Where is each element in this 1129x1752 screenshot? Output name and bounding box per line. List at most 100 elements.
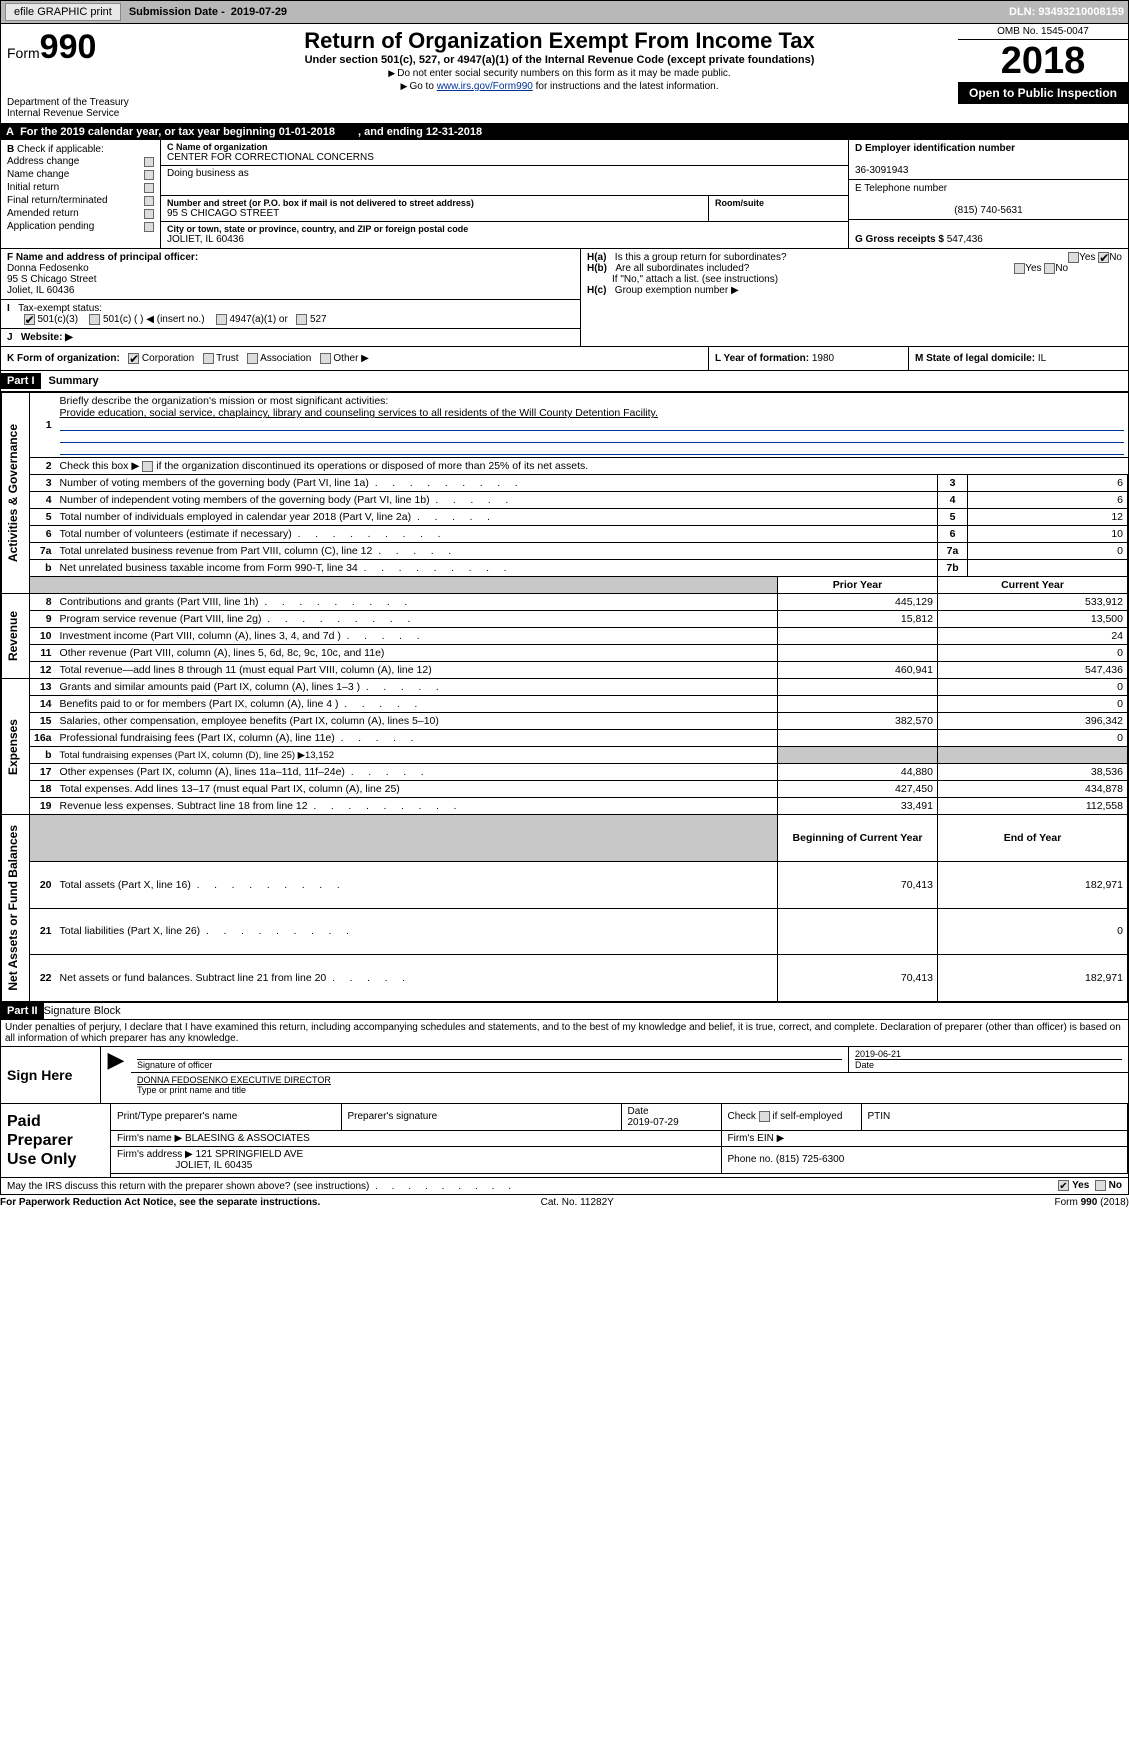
gross-label: G Gross receipts $	[855, 234, 947, 245]
officer-label: F Name and address of principal officer:	[7, 252, 198, 263]
paid-preparer-label: Paid Preparer Use Only	[1, 1104, 111, 1178]
checkbox-icon[interactable]	[144, 170, 154, 180]
q11: Other revenue (Part VIII, column (A), li…	[56, 645, 778, 662]
website-label: Website: ▶	[21, 332, 73, 343]
p10	[778, 628, 938, 645]
sign-date: 2019-06-21	[855, 1049, 901, 1059]
p20: 70,413	[778, 861, 938, 908]
opt-trust: Trust	[216, 353, 238, 364]
checkbox-hb-no[interactable]	[1044, 263, 1055, 274]
checkbox-icon[interactable]	[144, 222, 154, 232]
q21: Total liabilities (Part X, line 26)	[56, 908, 778, 955]
q2: Check this box ▶ if the organization dis…	[60, 460, 589, 472]
c14: 0	[938, 696, 1128, 713]
checkbox-other[interactable]	[320, 353, 331, 364]
irs-link[interactable]: www.irs.gov/Form990	[437, 81, 533, 92]
submission-date-label: Submission Date -	[129, 6, 225, 18]
chk-pending: Application pending	[7, 221, 94, 232]
officer-street: 95 S Chicago Street	[7, 274, 97, 285]
p22: 70,413	[778, 955, 938, 1002]
org-name-label: C Name of organization	[167, 142, 842, 152]
ptin-label: PTIN	[861, 1104, 1128, 1131]
checkbox-501c[interactable]	[89, 314, 100, 325]
street: 95 S CHICAGO STREET	[167, 208, 702, 219]
v7a: 0	[968, 543, 1128, 560]
footer-mid: Cat. No. 11282Y	[541, 1197, 614, 1208]
q9: Program service revenue (Part VIII, line…	[56, 611, 778, 628]
hc-label: Group exemption number ▶	[615, 285, 739, 296]
p19: 33,491	[778, 798, 938, 815]
prep-print-label: Print/Type preparer's name	[111, 1104, 341, 1131]
checkbox-icon[interactable]	[144, 157, 154, 167]
c22: 182,971	[938, 955, 1128, 1002]
firm-name-label: Firm's name ▶	[117, 1133, 182, 1144]
dba-label: Doing business as	[167, 168, 842, 179]
checkbox-ha-yes[interactable]	[1068, 252, 1079, 263]
prep-date-label: Date	[628, 1106, 649, 1117]
checkbox-501c3[interactable]	[24, 314, 35, 325]
part2-tag: Part II	[1, 1003, 44, 1019]
part2-title: Signature Block	[44, 1005, 121, 1017]
q22: Net assets or fund balances. Subtract li…	[56, 955, 778, 1002]
checkbox-discuss-yes[interactable]: ✔	[1058, 1180, 1069, 1191]
c11: 0	[938, 645, 1128, 662]
checkbox-self-employed[interactable]	[759, 1111, 770, 1122]
p18: 427,450	[778, 781, 938, 798]
sig-officer-label: Signature of officer	[137, 1059, 842, 1070]
prior-year-hdr: Prior Year	[778, 577, 938, 594]
chk-initial-return: Initial return	[7, 182, 59, 193]
firm-addr2: JOLIET, IL 60435	[175, 1160, 252, 1171]
checkbox-icon[interactable]	[144, 209, 154, 219]
checkbox-icon[interactable]	[144, 196, 154, 206]
prep-date: 2019-07-29	[628, 1117, 679, 1128]
checkbox-icon[interactable]	[144, 183, 154, 193]
q13: Grants and similar amounts paid (Part IX…	[56, 679, 778, 696]
checkbox-corp[interactable]	[128, 353, 139, 364]
summary-table: Activities & Governance 1 Briefly descri…	[1, 392, 1128, 1002]
col-b-header: Check if applicable:	[17, 144, 104, 155]
q6: Total number of volunteers (estimate if …	[56, 526, 938, 543]
firm-addr-label: Firm's address ▶	[117, 1149, 193, 1160]
checkbox-assoc[interactable]	[247, 353, 258, 364]
q5: Total number of individuals employed in …	[56, 509, 938, 526]
checkbox-discuss-no[interactable]	[1095, 1180, 1106, 1191]
current-year-hdr: Current Year	[938, 577, 1128, 594]
chk-final-return: Final return/terminated	[7, 195, 108, 206]
p11	[778, 645, 938, 662]
checkbox-ha-no[interactable]	[1098, 252, 1109, 263]
prep-check-label: Check if self-employed	[728, 1111, 843, 1122]
discuss-question: May the IRS discuss this return with the…	[7, 1181, 511, 1192]
omb-number: OMB No. 1545-0047	[958, 24, 1128, 40]
footer: For Paperwork Reduction Act Notice, see …	[0, 1195, 1129, 1210]
checkbox-4947[interactable]	[216, 314, 227, 325]
note-goto-pre: Go to	[409, 81, 436, 92]
officer-name: Donna Fedosenko	[7, 263, 89, 274]
efile-print-button[interactable]: efile GRAPHIC print	[5, 3, 121, 21]
checkbox-hb-yes[interactable]	[1014, 263, 1025, 274]
side-governance: Activities & Governance	[6, 416, 20, 570]
q19: Revenue less expenses. Subtract line 18 …	[56, 798, 778, 815]
firm-name: BLAESING & ASSOCIATES	[185, 1133, 310, 1144]
c9: 13,500	[938, 611, 1128, 628]
q17: Other expenses (Part IX, column (A), lin…	[56, 764, 778, 781]
ha-tag: H(a)	[587, 252, 606, 263]
prep-sig-label: Preparer's signature	[341, 1104, 621, 1131]
q15: Salaries, other compensation, employee b…	[56, 713, 778, 730]
room-label: Room/suite	[715, 198, 842, 208]
city: JOLIET, IL 60436	[167, 234, 842, 245]
checkbox-q2[interactable]	[142, 461, 153, 472]
sign-arrow-icon: ▶	[101, 1047, 131, 1103]
p21	[778, 908, 938, 955]
discuss-yes: Yes	[1072, 1181, 1089, 1192]
side-expenses: Expenses	[6, 711, 20, 783]
form-header: Form990 Department of the Treasury Inter…	[0, 24, 1129, 124]
checkbox-527[interactable]	[296, 314, 307, 325]
checkbox-trust[interactable]	[203, 353, 214, 364]
hc-tag: H(c)	[587, 285, 606, 296]
ein-label: D Employer identification number	[855, 143, 1015, 154]
side-net-assets: Net Assets or Fund Balances	[6, 817, 20, 999]
p13	[778, 679, 938, 696]
form-subtitle: Under section 501(c), 527, or 4947(a)(1)…	[171, 54, 948, 66]
q1-label: Briefly describe the organization's miss…	[60, 395, 389, 407]
chk-amended: Amended return	[7, 208, 79, 219]
